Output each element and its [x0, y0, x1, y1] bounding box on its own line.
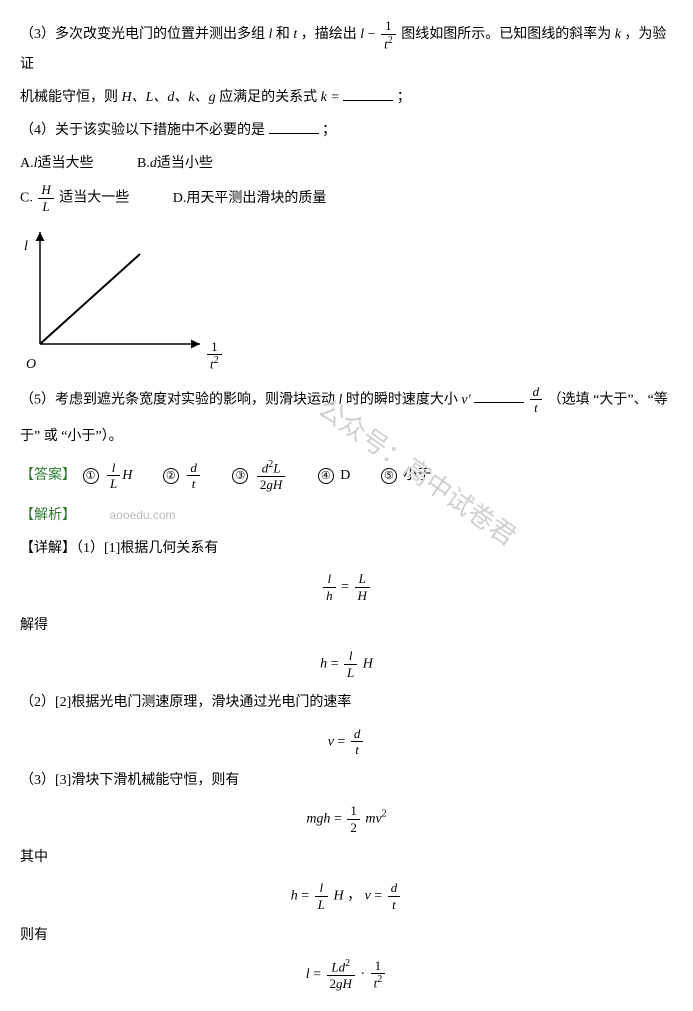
eq6: l = Ld2 22gHgH · 1 t2	[20, 958, 673, 992]
watermark-url: aooedu.com	[110, 508, 176, 522]
choice-a: A.l适当大些	[20, 151, 94, 176]
eq3: v = dt	[20, 726, 673, 758]
q3-pre: （3）多次改变光电门的位置并测出多组	[20, 27, 265, 42]
choice-d: D.用天平测出滑块的质量	[173, 186, 327, 211]
question-3: （3）多次改变光电门的位置并测出多组 l 和 t ，描绘出 l − 1 t2 图…	[20, 18, 673, 77]
q3-frac-num: 1	[381, 18, 396, 35]
x-axis-label: 1 t2	[205, 339, 224, 373]
q4-choices-row1: A.l适当大些 B.d适当小些	[20, 151, 673, 176]
origin-label: O	[26, 352, 36, 377]
q3-eq: k =	[321, 90, 340, 105]
q5-frac: d t	[530, 384, 543, 416]
choice-c-frac: H L	[38, 182, 53, 214]
analysis-label: 【解析】 aooedu.com	[20, 503, 673, 528]
answer-label: 【答案】 ① lLH ② dt ③ d2L 2gH ④ D	[20, 459, 673, 493]
detail-2: （2）[2]根据光电门测速原理，滑块通过光电门的速率	[20, 690, 673, 715]
q4-choices-row2: C. H L 适当大一些 D.用天平测出滑块的质量	[20, 182, 673, 214]
question-4: （4）关于该实验以下措施中不必要的是 ；	[20, 118, 673, 143]
q3-l: l	[269, 27, 273, 42]
eq5: h = lL H ， v = dt	[20, 880, 673, 912]
q3-k: k	[615, 27, 621, 42]
eq1: lh = LH	[20, 571, 673, 603]
choice-c: C. H L 适当大一些	[20, 182, 129, 214]
q3-frac: 1 t2	[381, 18, 396, 52]
line-graph: l O 1 t2	[20, 224, 673, 373]
q3-mid2b: 图线如图所示。已知图线的斜率为	[401, 27, 611, 42]
q3-vars: H、L、d、k、g	[122, 90, 216, 105]
answer-2: dt	[185, 468, 202, 483]
question-5: （5）考虑到遮光条宽度对实验的影响，则滑块运动 l 时的瞬时速度大小 v′ d …	[20, 384, 673, 416]
q5-blank	[474, 389, 524, 403]
q4-semi: ；	[322, 123, 336, 138]
y-axis-label: l	[24, 234, 28, 259]
graph-svg	[20, 224, 230, 364]
q3-frac-den: t2	[381, 35, 396, 52]
detail-3: （3）[3]滑块下滑机械能守恒，则有	[20, 768, 673, 793]
eq4: mgh = 12 mv2	[20, 803, 673, 835]
answer-3: d2L 2gH	[255, 468, 287, 483]
detail-1: 【详解】（1）[1]根据几何关系有	[20, 536, 673, 561]
q3-mid1: 和	[276, 27, 290, 42]
q3-t: t	[293, 27, 297, 42]
minus: −	[368, 27, 379, 42]
choice-b: B.d适当小些	[137, 151, 213, 176]
qizhong: 其中	[20, 845, 673, 870]
answer-5: 小于	[403, 468, 431, 483]
answer-4: D	[340, 468, 350, 483]
jiede: 解得	[20, 613, 673, 638]
q3-blank	[343, 87, 393, 101]
q3-semi: ；	[397, 90, 411, 105]
eq2: h = lL H	[20, 648, 673, 680]
question-3-line2: 机械能守恒，则 H、L、d、k、g 应满足的关系式 k = ；	[20, 85, 673, 110]
q3-l2: l	[360, 27, 364, 42]
q3-rel: 应满足的关系式	[219, 90, 317, 105]
q4-text: （4）关于该实验以下措施中不必要的是	[20, 123, 265, 138]
q4-blank	[269, 120, 319, 134]
zeyou: 则有	[20, 923, 673, 948]
answer-1: lLH	[105, 468, 132, 483]
q3-line2: 机械能守恒，则	[20, 90, 118, 105]
question-5-line2: 于” 或 “小于”）。	[20, 424, 673, 449]
q3-mid2: ，描绘出	[301, 27, 357, 42]
